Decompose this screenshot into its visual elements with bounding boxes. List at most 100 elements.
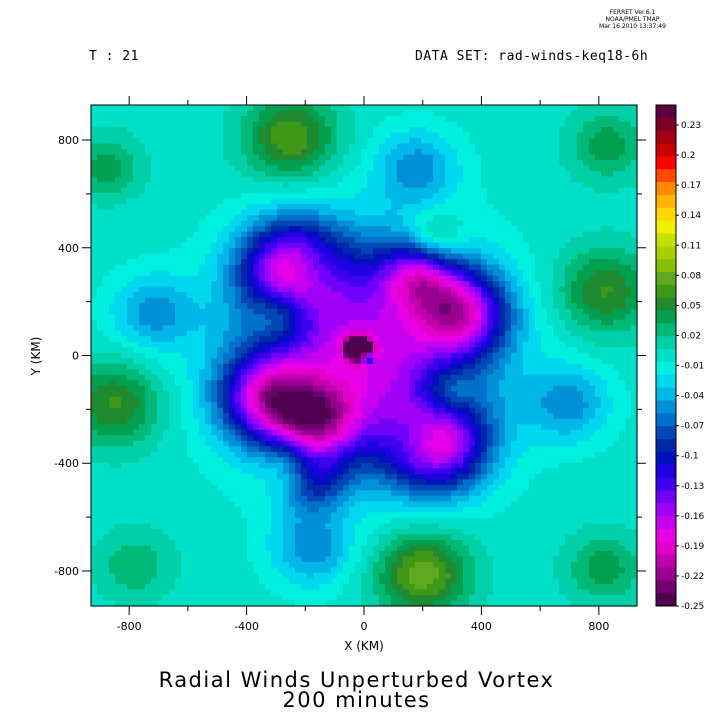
heatmap-cell — [283, 149, 290, 156]
heatmap-cell — [241, 105, 248, 112]
heatmap-cell — [175, 105, 182, 112]
heatmap-cell — [505, 198, 512, 205]
heatmap-cell — [541, 209, 548, 216]
heatmap-cell — [379, 132, 386, 139]
heatmap-cell — [553, 171, 560, 178]
heatmap-cell — [385, 363, 392, 370]
heatmap-cell — [607, 286, 614, 293]
heatmap-cell — [313, 193, 320, 200]
heatmap-cell — [445, 374, 452, 381]
heatmap-cell — [175, 314, 182, 321]
heatmap-cell — [589, 248, 596, 255]
heatmap-cell — [517, 187, 524, 194]
heatmap-cell — [631, 347, 638, 354]
heatmap-cell — [211, 352, 218, 359]
heatmap-cell — [439, 270, 446, 277]
heatmap-cell — [307, 286, 314, 293]
heatmap-cell — [475, 116, 482, 123]
heatmap-cell — [325, 226, 332, 233]
heatmap-cell — [433, 209, 440, 216]
heatmap-cell — [469, 138, 476, 145]
heatmap-cell — [493, 105, 500, 112]
heatmap-cell — [427, 171, 434, 178]
heatmap-cell — [523, 182, 530, 189]
heatmap-cell — [481, 358, 488, 365]
heatmap-cell — [115, 336, 122, 343]
heatmap-cell — [625, 396, 632, 403]
heatmap-cell — [451, 231, 458, 238]
heatmap-cell — [607, 347, 614, 354]
heatmap-cell — [577, 297, 584, 304]
heatmap-cell — [511, 182, 518, 189]
heatmap-cell — [499, 127, 506, 134]
heatmap-cell — [451, 237, 458, 244]
heatmap-cell — [553, 110, 560, 117]
heatmap-cell — [127, 110, 134, 117]
heatmap-cell — [367, 160, 374, 167]
heatmap-cell — [601, 380, 608, 387]
heatmap-cell — [133, 303, 140, 310]
heatmap-cell — [625, 204, 632, 211]
heatmap-cell — [415, 193, 422, 200]
heatmap-cell — [277, 237, 284, 244]
heatmap-cell — [433, 182, 440, 189]
heatmap-cell — [325, 374, 332, 381]
heatmap-cell — [307, 220, 314, 227]
heatmap-cell — [205, 187, 212, 194]
heatmap-cell — [331, 391, 338, 398]
heatmap-cell — [535, 110, 542, 117]
heatmap-cell — [271, 341, 278, 348]
heatmap-cell — [559, 325, 566, 332]
heatmap-cell — [481, 154, 488, 161]
heatmap-cell — [601, 308, 608, 315]
heatmap-cell — [223, 270, 230, 277]
heatmap-cell — [445, 182, 452, 189]
heatmap-cell — [157, 231, 164, 238]
heatmap-cell — [247, 347, 254, 354]
heatmap-cell — [247, 182, 254, 189]
heatmap-cell — [457, 330, 464, 337]
heatmap-cell — [145, 358, 152, 365]
heatmap-cell — [373, 149, 380, 156]
heatmap-cell — [505, 127, 512, 134]
heatmap-cell — [607, 336, 614, 343]
heatmap-cell — [307, 242, 314, 249]
heatmap-cell — [283, 363, 290, 370]
heatmap-cell — [451, 187, 458, 194]
heatmap-cell — [499, 143, 506, 150]
heatmap-cell — [451, 314, 458, 321]
heatmap-cell — [163, 242, 170, 249]
heatmap-cell — [331, 352, 338, 359]
heatmap-cell — [151, 358, 158, 365]
heatmap-cell — [475, 171, 482, 178]
heatmap-cell — [565, 121, 572, 128]
heatmap-cell — [283, 341, 290, 348]
heatmap-cell — [193, 352, 200, 359]
heatmap-cell — [457, 325, 464, 332]
heatmap-cell — [163, 347, 170, 354]
heatmap-cell — [403, 215, 410, 222]
heatmap-cell — [481, 264, 488, 271]
heatmap-cell — [259, 297, 266, 304]
heatmap-cell — [595, 242, 602, 249]
heatmap-cell — [349, 347, 356, 354]
heatmap-cell — [559, 198, 566, 205]
heatmap-cell — [613, 198, 620, 205]
heatmap-cell — [97, 396, 104, 403]
heatmap-cell — [121, 149, 128, 156]
heatmap-cell — [187, 132, 194, 139]
heatmap-cell — [463, 193, 470, 200]
heatmap-cell — [115, 171, 122, 178]
heatmap-cell — [577, 385, 584, 392]
heatmap-cell — [355, 270, 362, 277]
heatmap-cell — [391, 215, 398, 222]
heatmap-cell — [523, 308, 530, 315]
heatmap-cell — [283, 105, 290, 112]
heatmap-cell — [619, 253, 626, 260]
heatmap-cell — [433, 303, 440, 310]
heatmap-cell — [541, 242, 548, 249]
heatmap-cell — [199, 319, 206, 326]
heatmap-cell — [403, 308, 410, 315]
heatmap-cell — [169, 325, 176, 332]
heatmap-cell — [589, 187, 596, 194]
